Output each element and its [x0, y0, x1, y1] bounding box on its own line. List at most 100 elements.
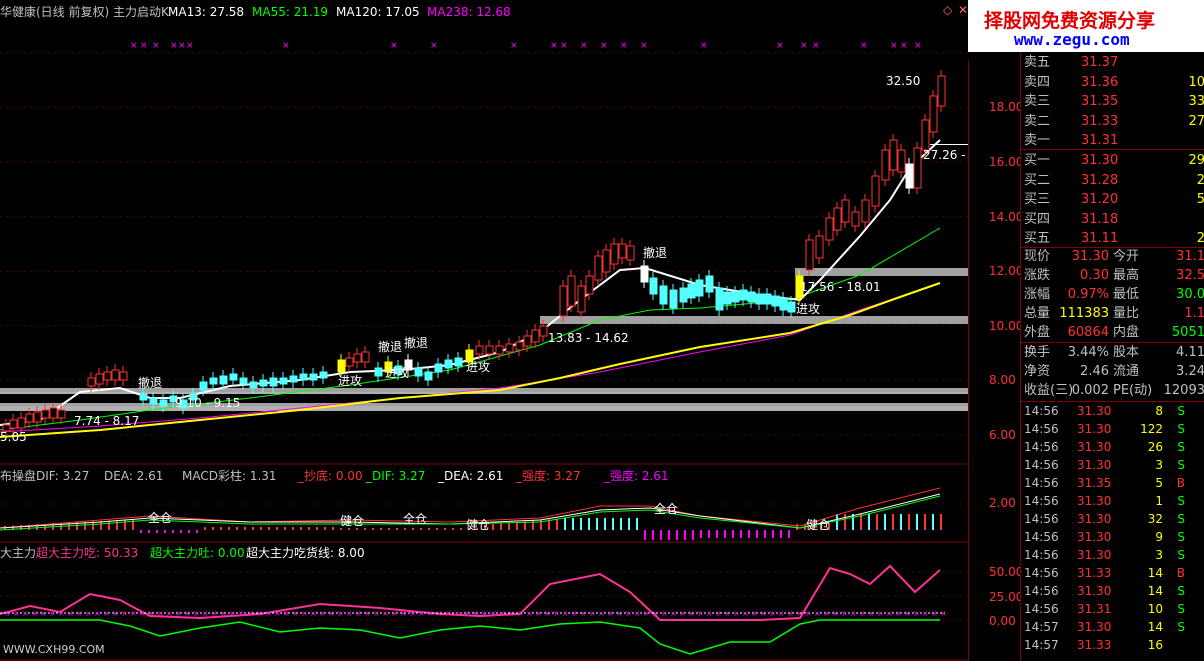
- macd-bar: [428, 528, 430, 530]
- macd-bar: [724, 530, 726, 538]
- macd-bar: [796, 524, 798, 530]
- stat-value: 30.0: [1176, 287, 1204, 302]
- macd-bar: [612, 518, 614, 530]
- candle: [747, 291, 756, 303]
- threshold-x-marker: ×: [787, 609, 794, 618]
- threshold-x-marker: ×: [490, 609, 497, 618]
- candle: [57, 409, 66, 419]
- threshold-x-marker: ×: [247, 609, 254, 618]
- divider: [1021, 401, 1204, 402]
- threshold-x-marker: ×: [895, 609, 902, 618]
- tick-row: 14:56 31.30 1 S: [1021, 492, 1204, 510]
- threshold-x-marker: ×: [328, 609, 335, 618]
- macd-bar: [492, 524, 494, 530]
- macd-bar: [788, 530, 790, 538]
- threshold-x-marker: ×: [652, 609, 659, 618]
- tick-price: 31.35: [1077, 476, 1112, 490]
- tick-side: S: [1177, 548, 1185, 562]
- candle: [640, 265, 649, 283]
- macd-bar: [636, 518, 638, 530]
- main-force-pane[interactable]: × × × × × × × × × × × × × × × × × × × × × × × × × × × × × × × × × × × × × × × ×…: [0, 544, 968, 661]
- candle: [618, 243, 627, 259]
- macd-bar: [420, 528, 422, 530]
- candle: [851, 211, 860, 227]
- ask-price: 31.35: [1081, 94, 1119, 109]
- bid-level-label: 买四: [1024, 211, 1051, 227]
- threshold-x-marker: ×: [859, 609, 866, 618]
- ask-price: 31.37: [1081, 55, 1119, 70]
- candle: [531, 329, 540, 343]
- signal-x-marker: ×: [282, 41, 290, 51]
- macd-bar: [276, 527, 278, 530]
- threshold-x-marker: ×: [886, 609, 893, 618]
- macd-bar: [476, 528, 478, 530]
- divider: [1021, 149, 1204, 150]
- ask-volume: 10: [1188, 74, 1204, 90]
- tick-time: 14:56: [1024, 422, 1059, 436]
- tick-time: 14:56: [1024, 548, 1059, 562]
- candle: [913, 147, 922, 189]
- macd-chart: [0, 487, 968, 543]
- fund-value: 12093: [1163, 383, 1204, 398]
- attack-signal: 进攻: [466, 360, 491, 374]
- tick-row: 14:56 31.31 10 S: [1021, 600, 1204, 618]
- threshold-x-marker: ×: [31, 609, 38, 618]
- candle: [739, 289, 748, 301]
- candle: [833, 207, 842, 231]
- macd-bar: [604, 518, 606, 530]
- ask-row: 卖五 31.37: [1021, 54, 1204, 72]
- tick-row: 14:56 31.30 8 S: [1021, 402, 1204, 420]
- candle: [159, 399, 168, 407]
- ma120-label: MA120: 17.05: [336, 5, 420, 19]
- price-chart-pane[interactable]: × × × × × × × × × × × × × × × × × × × × × × × × 华健康(日线 前复权) 主力启…: [0, 0, 977, 465]
- macd-bar: [140, 530, 142, 533]
- macd-bar: [396, 528, 398, 530]
- candle: [337, 359, 346, 373]
- fund-value: 0.002: [1071, 383, 1109, 398]
- threshold-x-marker: ×: [697, 609, 704, 618]
- macd-legend-item: MACD彩柱: 1.31: [182, 469, 277, 483]
- macd-legend-item: _DIF: 3.27: [366, 469, 426, 483]
- macd-bar: [660, 530, 662, 540]
- settings-diamond-icon[interactable]: ◇: [943, 3, 953, 17]
- macd-bar: [412, 528, 414, 530]
- threshold-x-marker: ×: [94, 609, 101, 618]
- macd-bar: [372, 528, 374, 530]
- tick-price: 31.33: [1077, 566, 1112, 580]
- candle: [289, 375, 298, 383]
- candle: [319, 371, 328, 379]
- full-position-signal: 全仓: [148, 511, 173, 525]
- fund-value: 4.11: [1176, 345, 1204, 360]
- threshold-x-marker: ×: [283, 609, 290, 618]
- macd-bar: [156, 530, 158, 533]
- macd-bar: [844, 514, 846, 530]
- threshold-x-marker: ×: [454, 609, 461, 618]
- macd-pane[interactable]: 布操盘 DIF: 3.27 DEA: 2.61 MACD彩柱: 1.31 _抄底: 0…: [0, 466, 968, 543]
- close-icon[interactable]: ✕: [958, 3, 969, 17]
- macd-bar: [892, 514, 894, 530]
- macd-bar: [684, 530, 686, 540]
- threshold-x-marker: ×: [760, 609, 767, 618]
- macd-bar: [524, 521, 526, 530]
- candle: [103, 371, 112, 381]
- divider: [1021, 247, 1204, 248]
- candle: [731, 291, 740, 303]
- bid-level-label: 买二: [1024, 172, 1051, 188]
- candle: [871, 175, 880, 207]
- macd-bar: [36, 524, 38, 530]
- candle: [149, 397, 158, 405]
- tick-price: 31.30: [1077, 494, 1112, 508]
- macd-bar: [92, 521, 94, 530]
- threshold-x-marker: ×: [598, 609, 605, 618]
- macd-bar: [532, 520, 534, 530]
- tick-side: S: [1177, 602, 1185, 616]
- candle: [119, 371, 128, 381]
- macd-bar: [468, 528, 470, 530]
- attack-signal: 进攻: [338, 374, 363, 388]
- macd-bar: [700, 530, 702, 538]
- threshold-x-marker: ×: [877, 609, 884, 618]
- macd-bar: [460, 528, 462, 530]
- stat-value: 0.30: [1080, 268, 1109, 283]
- candle: [687, 283, 696, 299]
- threshold-x-marker: ×: [337, 609, 344, 618]
